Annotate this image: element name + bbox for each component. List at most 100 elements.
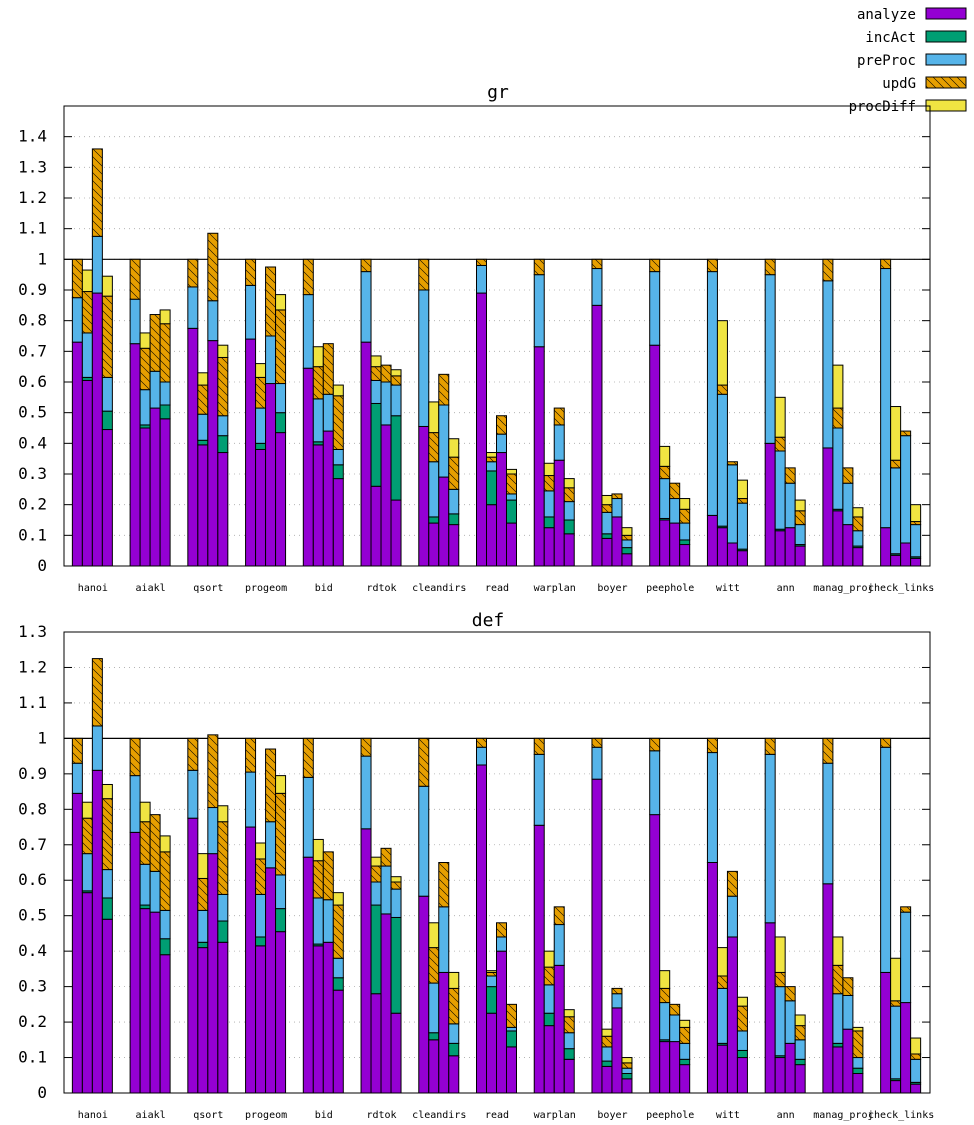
legend-item-updG: updG (882, 76, 967, 92)
bar-segment-preProc (255, 893, 267, 938)
bar-segment-updG (553, 407, 565, 426)
y-tick-label: 0.6 (18, 870, 47, 889)
bar-segment-procDiff (312, 838, 324, 862)
y-tick-label: 0.1 (18, 1048, 47, 1067)
bar-segment-incAct (332, 977, 344, 991)
bar-segment-updG (880, 258, 892, 270)
bar-segment-preProc (486, 975, 497, 988)
bar-segment-updG (101, 798, 113, 871)
bar-segment-analyze (139, 908, 151, 1094)
bar-segment-incAct (448, 513, 460, 526)
bar-segment-updG (736, 498, 748, 504)
bar-segment-updG (659, 987, 671, 1004)
bar-segment-analyze (774, 1057, 786, 1094)
bar-segment-analyze (302, 856, 314, 1094)
x-tick-label: cleandirs (412, 1110, 466, 1121)
bar-segment-updG (910, 1053, 922, 1060)
bar-segment-procDiff (139, 332, 151, 349)
bar-segment-incAct (679, 1058, 691, 1066)
bar-segment-analyze (591, 304, 603, 567)
y-tick-label: 0.4 (18, 433, 47, 452)
y-tick-label: 1.3 (18, 157, 47, 176)
bar-segment-updG (476, 258, 487, 266)
bar-segment-analyze (764, 442, 776, 567)
bar-segment-preProc (448, 1023, 460, 1044)
bar-segment-updG (187, 258, 199, 288)
bar-segment-analyze (842, 524, 854, 567)
bar-segment-preProc (832, 427, 844, 510)
bar-segment-analyze (322, 941, 334, 1094)
bar-segment-updG (601, 1035, 613, 1048)
bar-segment-updG (428, 947, 440, 984)
bar-segment-preProc (275, 383, 287, 414)
bar-segment-incAct (139, 904, 151, 910)
bar-segment-incAct (832, 1042, 844, 1048)
x-tick-label: rdtok (366, 583, 396, 594)
bar-segment-preProc (563, 1032, 575, 1050)
bar-segment-preProc (591, 268, 603, 306)
bar-segment-preProc (543, 984, 555, 1014)
bar-segment-procDiff (217, 344, 229, 358)
bar-segment-preProc (601, 1046, 613, 1062)
x-tick-label: boyer (597, 1110, 627, 1121)
bar-segment-procDiff (332, 892, 344, 906)
bar-segment-updG (784, 986, 796, 1002)
bar-segment-updG (706, 737, 718, 754)
x-tick-label: read (485, 1110, 509, 1121)
chart-title: def (472, 610, 505, 631)
bar-segment-analyze (726, 936, 738, 1094)
bar-segment-procDiff (101, 275, 113, 297)
bar-segment-analyze (794, 1064, 806, 1094)
plot-frame (63, 105, 931, 567)
y-tick-label: 0.2 (18, 1012, 47, 1031)
bar-segment-updG (822, 737, 834, 764)
bar-segment-preProc (476, 746, 487, 766)
bar-segment-preProc (302, 776, 314, 858)
bar-segment-analyze (880, 971, 892, 1094)
bar-segment-preProc (563, 501, 575, 521)
bar-segment-analyze (360, 828, 372, 1094)
y-tick-label: 0 (37, 556, 47, 575)
bar-segment-preProc (265, 821, 277, 869)
bar-segment-analyze (71, 792, 83, 1094)
bar-segment-preProc (543, 490, 555, 518)
bar-segment-analyze (476, 764, 487, 1094)
bar-segment-procDiff (890, 957, 902, 1002)
bar-segment-procDiff (428, 401, 440, 434)
bar-segment-analyze (659, 1041, 671, 1094)
bar-segment-procDiff (601, 1028, 613, 1037)
bar-segment-updG (890, 459, 902, 469)
bar-segment-analyze (794, 545, 806, 567)
bar-segment-preProc (187, 286, 199, 329)
bar-segment-updG (611, 987, 623, 995)
bar-segment-analyze (101, 429, 113, 567)
bar-segment-analyze (621, 553, 633, 567)
bar-segment-updG (187, 737, 199, 771)
bar-segment-preProc (149, 870, 161, 913)
bar-segment-preProc (207, 300, 219, 342)
bar-segment-procDiff (543, 462, 555, 477)
bar-segment-preProc (101, 869, 113, 899)
bar-segment-incAct (506, 1030, 517, 1048)
bar-segment-updG (207, 734, 219, 809)
bar-segment-analyze (428, 1039, 440, 1094)
bar-segment-incAct (563, 519, 575, 535)
bar-segment-analyze (822, 883, 834, 1094)
legend-label-updG: updG (882, 76, 916, 92)
bar-segment-updG (149, 814, 161, 872)
legend-swatch-incAct (925, 30, 967, 43)
bar-segment-updG (139, 821, 151, 865)
bar-segment-updG (496, 922, 507, 938)
bar-segment-analyze (764, 922, 776, 1094)
chart-gr: gr 0 0.1 0.2 0.3 0.4 0.5 0.6 0.7 0.8 0.9 1 1.1 1.2 1.… (18, 82, 934, 594)
legend-item-procDiff: procDiff (849, 99, 967, 115)
bar-segment-preProc (187, 769, 199, 819)
bar-segment-updG (370, 366, 382, 381)
bar-segment-analyze (448, 524, 460, 567)
chart-title: gr (487, 82, 509, 103)
bar-segment-preProc (360, 271, 372, 343)
bar-segment-analyze (129, 831, 141, 1094)
bar-segment-updG (506, 1003, 517, 1028)
bar-segment-analyze (543, 527, 555, 567)
bar-segment-incAct (390, 916, 402, 1014)
